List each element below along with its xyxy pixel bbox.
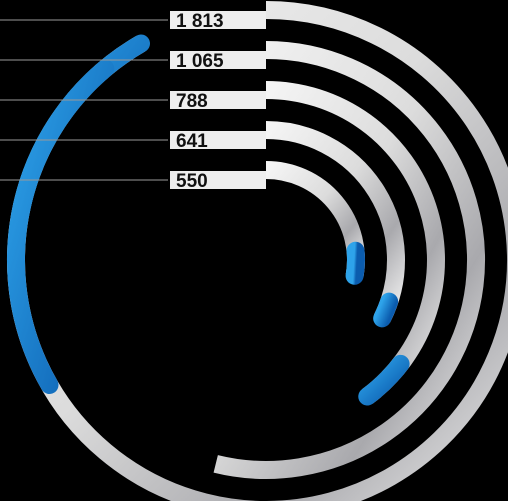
ring-tab-4 [170, 171, 266, 189]
ring-tab-0 [170, 11, 266, 29]
value-label-3: 641 [176, 131, 208, 152]
value-label-2: 788 [176, 91, 208, 112]
ring-tab-3 [170, 131, 266, 149]
ring-track-1 [213, 41, 485, 479]
ring-tab-2 [170, 91, 266, 109]
ring-track-2 [265, 81, 445, 404]
ring-track-3 [265, 121, 405, 323]
value-label-4: 550 [176, 171, 208, 192]
ring-tab-1 [170, 51, 266, 69]
ring-highlight-0 [11, 34, 150, 224]
outer-highlight-arc [7, 59, 115, 394]
rings-layer [6, 1, 508, 501]
labels-layer: 1 813 1 065 788 641 550 [0, 11, 224, 192]
ring-track-4 [265, 161, 365, 278]
ring-highlight-3 [373, 292, 399, 328]
value-label-1: 1 065 [176, 51, 224, 72]
value-label-0: 1 813 [176, 11, 224, 32]
ring-highlight-2 [358, 354, 410, 406]
ring-highlight-4 [345, 241, 365, 285]
